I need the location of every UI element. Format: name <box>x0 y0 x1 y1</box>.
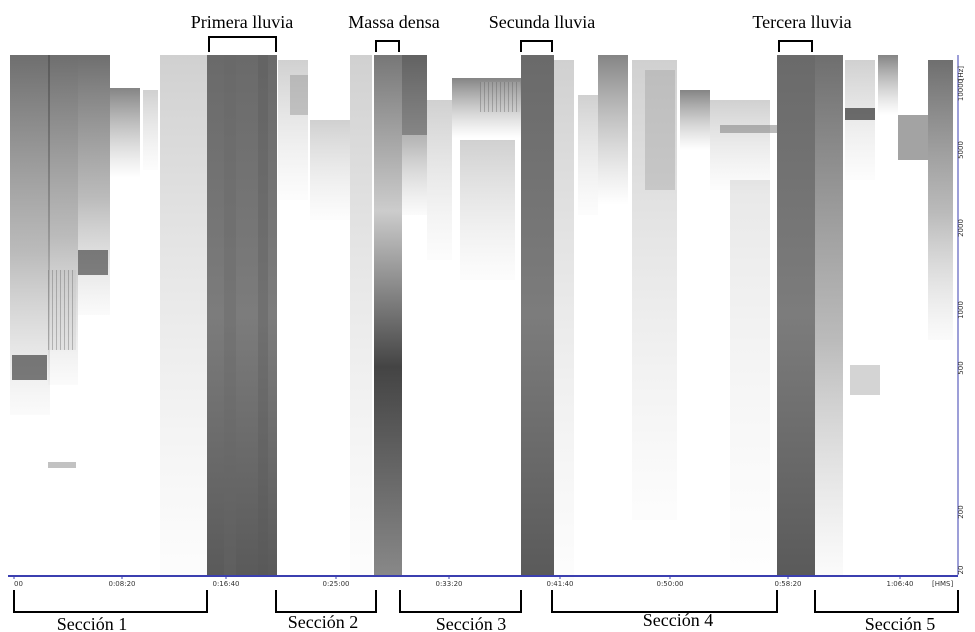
time-tick-label: 0:25:00 <box>323 580 350 588</box>
label-secunda-lluvia: Secunda lluvia <box>489 12 595 32</box>
annotation-seccion-2: Sección 2 <box>275 590 377 632</box>
label-tercera-lluvia: Tercera lluvia <box>752 12 851 32</box>
freq-tick-label: 10000 <box>957 79 965 101</box>
time-tick-label: 1:06:40 <box>887 580 914 588</box>
time-tick-labels: 00 0:08:20 0:16:40 0:25:00 0:33:20 0:41:40 0:5… <box>13 576 914 588</box>
time-tick-label: 0:33:20 <box>436 580 463 588</box>
freq-tick-label: 500 <box>957 361 965 374</box>
time-tick-label: 0:16:40 <box>213 580 240 588</box>
frequency-axis: [Hz] 10000 5000 2000 1000 500 200 20 <box>957 55 965 575</box>
label-seccion-3: Sección 3 <box>436 614 506 632</box>
time-tick-label: 0:58:20 <box>775 580 802 588</box>
freq-tick-label: 200 <box>957 505 965 518</box>
label-primera-lluvia: Primera lluvia <box>191 12 293 32</box>
annotation-seccion-3: Sección 3 <box>399 590 522 632</box>
freq-tick-label: 1000 <box>957 301 965 319</box>
annotation-seccion-1: Sección 1 <box>13 590 208 632</box>
bottom-annotations: Sección 1 Sección 2 Sección 3 Sección 4 … <box>13 590 959 632</box>
label-seccion-2: Sección 2 <box>288 612 358 632</box>
annotation-tercera-lluvia: Tercera lluvia <box>752 12 852 52</box>
freq-tick-label: 20 <box>957 566 965 575</box>
annotation-massa-densa: Massa densa <box>348 12 440 52</box>
time-tick-label: 0:41:40 <box>547 580 574 588</box>
freq-tick-labels: 10000 5000 2000 1000 500 200 20 <box>957 79 965 575</box>
freq-tick-label: 2000 <box>957 219 965 237</box>
freq-tick-label: 5000 <box>957 141 965 159</box>
annotation-seccion-5: Sección 5 <box>814 590 959 632</box>
label-seccion-5: Sección 5 <box>865 614 935 632</box>
time-tick-label: 0:50:00 <box>657 580 684 588</box>
time-axis: 00 0:08:20 0:16:40 0:25:00 0:33:20 0:41:40 0:5… <box>8 575 958 588</box>
time-unit: [HMS] <box>932 580 953 588</box>
annotation-secunda-lluvia: Secunda lluvia <box>489 12 595 52</box>
label-seccion-4: Sección 4 <box>643 610 713 630</box>
time-tick-label: 00 <box>14 580 23 588</box>
label-seccion-1: Sección 1 <box>57 614 127 632</box>
label-massa-densa: Massa densa <box>348 12 439 32</box>
spectrogram-image <box>10 55 953 580</box>
freq-unit: [Hz] <box>957 66 965 81</box>
annotation-primera-lluvia: Primera lluvia <box>191 12 293 52</box>
top-annotations: Primera lluvia Massa densa Secunda lluvi… <box>191 12 852 52</box>
annotation-seccion-4: Sección 4 <box>551 590 778 630</box>
time-tick-label: 0:08:20 <box>109 580 136 588</box>
